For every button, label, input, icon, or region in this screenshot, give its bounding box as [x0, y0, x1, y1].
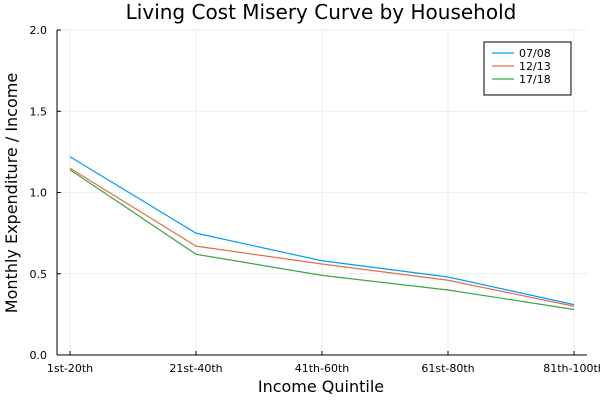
x-tick-label: 41th-60th: [295, 362, 350, 375]
y-axis-label: Monthly Expenditure / Income: [2, 73, 21, 313]
y-tick-label: 1.5: [30, 105, 48, 118]
series-lines: [69, 156, 575, 311]
x-tick-label: 21st-40th: [169, 362, 222, 375]
legend-label: 07/08: [519, 47, 551, 60]
y-tick-label: 1.0: [30, 187, 48, 200]
legend-label: 12/13: [519, 60, 551, 73]
legend-label: 17/18: [519, 73, 551, 86]
x-axis-label: Income Quintile: [258, 377, 384, 396]
legend-box: [483, 41, 572, 96]
series-line-3: [69, 169, 575, 311]
chart-title: Living Cost Misery Curve by Household: [126, 0, 517, 24]
series-line-2: [69, 167, 575, 307]
tick-labels: 1st-20th 21st-40th 41th-60th 61st-80th 81th-…: [30, 24, 600, 375]
x-tick-label: 61st-80th: [421, 362, 474, 375]
y-tick-label: 0.5: [30, 268, 48, 281]
x-tick-label: 81th-100th: [543, 362, 600, 375]
axes: [56, 29, 587, 356]
y-tick-label: 0.0: [30, 349, 48, 362]
y-tick-label: 2.0: [30, 24, 48, 37]
series-line-1: [69, 156, 575, 306]
x-tick-label: 1st-20th: [47, 362, 93, 375]
